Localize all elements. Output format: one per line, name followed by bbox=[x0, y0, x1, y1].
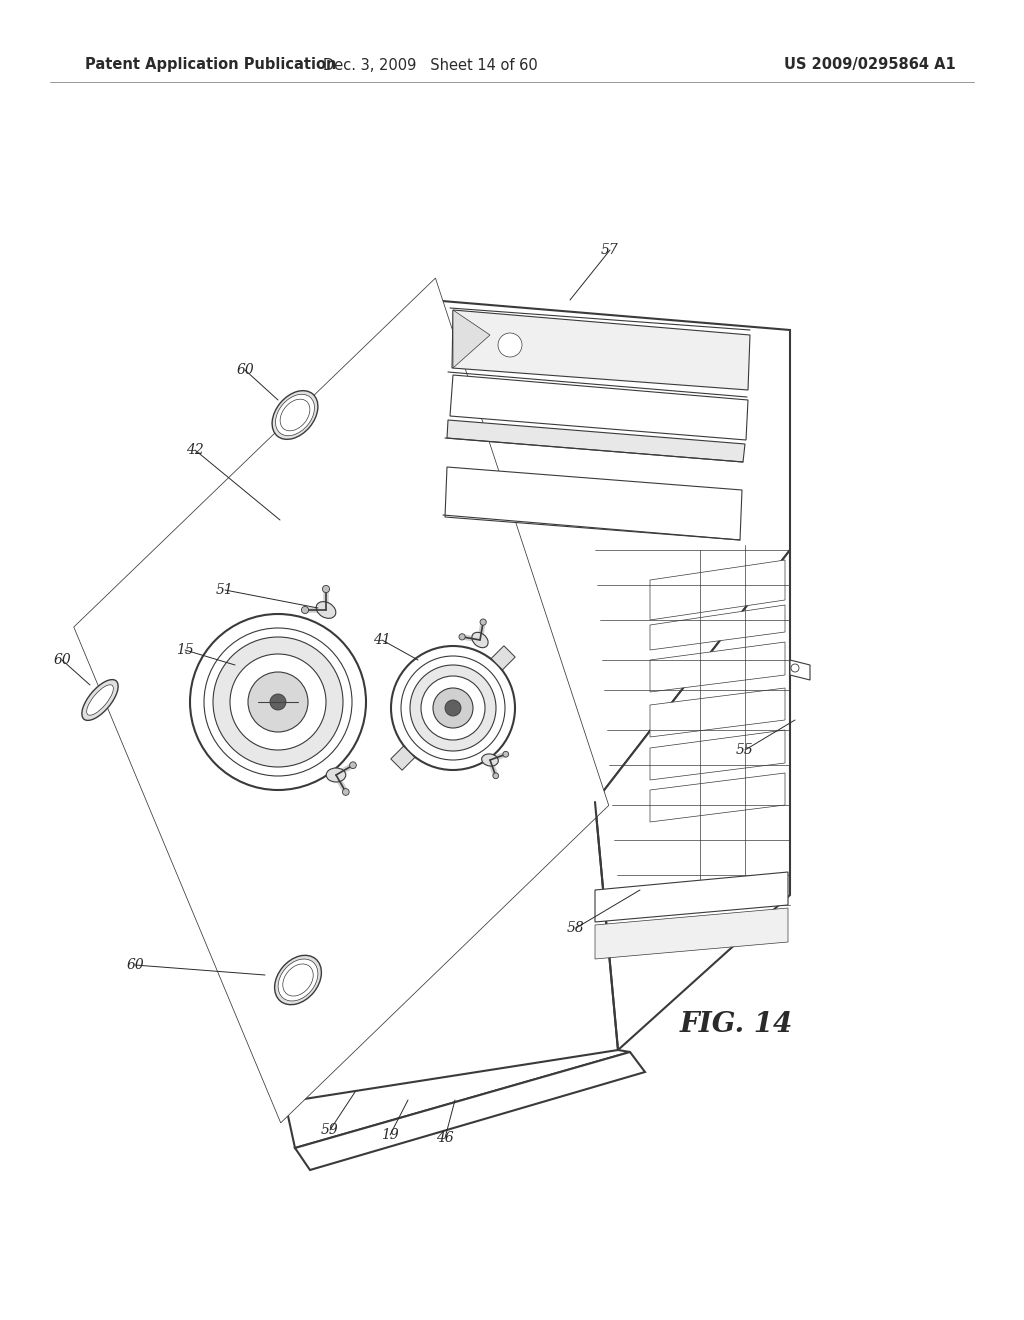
Ellipse shape bbox=[316, 602, 336, 618]
Text: 55: 55 bbox=[736, 743, 754, 756]
Text: 42: 42 bbox=[186, 444, 204, 457]
Polygon shape bbox=[650, 688, 785, 737]
Circle shape bbox=[213, 638, 343, 767]
Polygon shape bbox=[595, 873, 788, 921]
Text: Dec. 3, 2009   Sheet 14 of 60: Dec. 3, 2009 Sheet 14 of 60 bbox=[323, 58, 538, 73]
Circle shape bbox=[230, 653, 326, 750]
Polygon shape bbox=[492, 645, 515, 669]
Circle shape bbox=[391, 645, 515, 770]
Text: Patent Application Publication: Patent Application Publication bbox=[85, 58, 337, 73]
Text: 19: 19 bbox=[381, 1129, 399, 1142]
Text: 58: 58 bbox=[567, 921, 585, 935]
Ellipse shape bbox=[87, 685, 114, 715]
Ellipse shape bbox=[327, 768, 346, 781]
Text: 60: 60 bbox=[53, 653, 71, 667]
Polygon shape bbox=[790, 660, 810, 680]
Polygon shape bbox=[650, 774, 785, 822]
Polygon shape bbox=[295, 1052, 645, 1170]
Polygon shape bbox=[430, 300, 790, 803]
Ellipse shape bbox=[283, 964, 313, 997]
Polygon shape bbox=[447, 420, 745, 462]
Circle shape bbox=[248, 672, 308, 733]
Circle shape bbox=[503, 751, 509, 758]
Polygon shape bbox=[391, 746, 415, 771]
Circle shape bbox=[421, 676, 485, 741]
Text: 60: 60 bbox=[126, 958, 144, 972]
Polygon shape bbox=[650, 642, 785, 692]
Polygon shape bbox=[285, 1049, 630, 1148]
Polygon shape bbox=[453, 310, 490, 368]
Polygon shape bbox=[452, 310, 750, 389]
Circle shape bbox=[349, 762, 356, 768]
Ellipse shape bbox=[279, 960, 317, 1001]
Text: 46: 46 bbox=[436, 1131, 454, 1144]
Circle shape bbox=[270, 694, 286, 710]
Circle shape bbox=[342, 788, 349, 796]
Polygon shape bbox=[650, 730, 785, 780]
Circle shape bbox=[301, 606, 308, 614]
Text: 59: 59 bbox=[322, 1123, 339, 1137]
Ellipse shape bbox=[275, 395, 314, 436]
Ellipse shape bbox=[281, 399, 310, 430]
Circle shape bbox=[445, 700, 461, 715]
Circle shape bbox=[791, 664, 799, 672]
Text: 51: 51 bbox=[216, 583, 233, 597]
Text: 15: 15 bbox=[176, 643, 194, 657]
Text: 60: 60 bbox=[237, 363, 254, 378]
Circle shape bbox=[498, 333, 522, 356]
Text: US 2009/0295864 A1: US 2009/0295864 A1 bbox=[784, 58, 955, 73]
Ellipse shape bbox=[472, 632, 488, 648]
Ellipse shape bbox=[82, 680, 118, 721]
Circle shape bbox=[410, 665, 496, 751]
Polygon shape bbox=[595, 908, 788, 960]
Text: 57: 57 bbox=[601, 243, 618, 257]
Polygon shape bbox=[450, 375, 748, 440]
Ellipse shape bbox=[274, 956, 322, 1005]
Circle shape bbox=[433, 688, 473, 729]
Text: 41: 41 bbox=[373, 634, 391, 647]
Circle shape bbox=[204, 628, 352, 776]
Text: FIG. 14: FIG. 14 bbox=[680, 1011, 794, 1039]
Ellipse shape bbox=[481, 754, 499, 766]
Polygon shape bbox=[595, 550, 790, 1049]
Polygon shape bbox=[74, 279, 608, 1123]
Ellipse shape bbox=[272, 391, 317, 440]
Polygon shape bbox=[650, 605, 785, 649]
Circle shape bbox=[459, 634, 465, 640]
Circle shape bbox=[401, 656, 505, 760]
Polygon shape bbox=[650, 560, 785, 620]
Polygon shape bbox=[445, 467, 742, 540]
Polygon shape bbox=[88, 300, 595, 1102]
Circle shape bbox=[323, 585, 330, 593]
Circle shape bbox=[190, 614, 366, 789]
Circle shape bbox=[480, 619, 486, 626]
Circle shape bbox=[493, 774, 499, 779]
